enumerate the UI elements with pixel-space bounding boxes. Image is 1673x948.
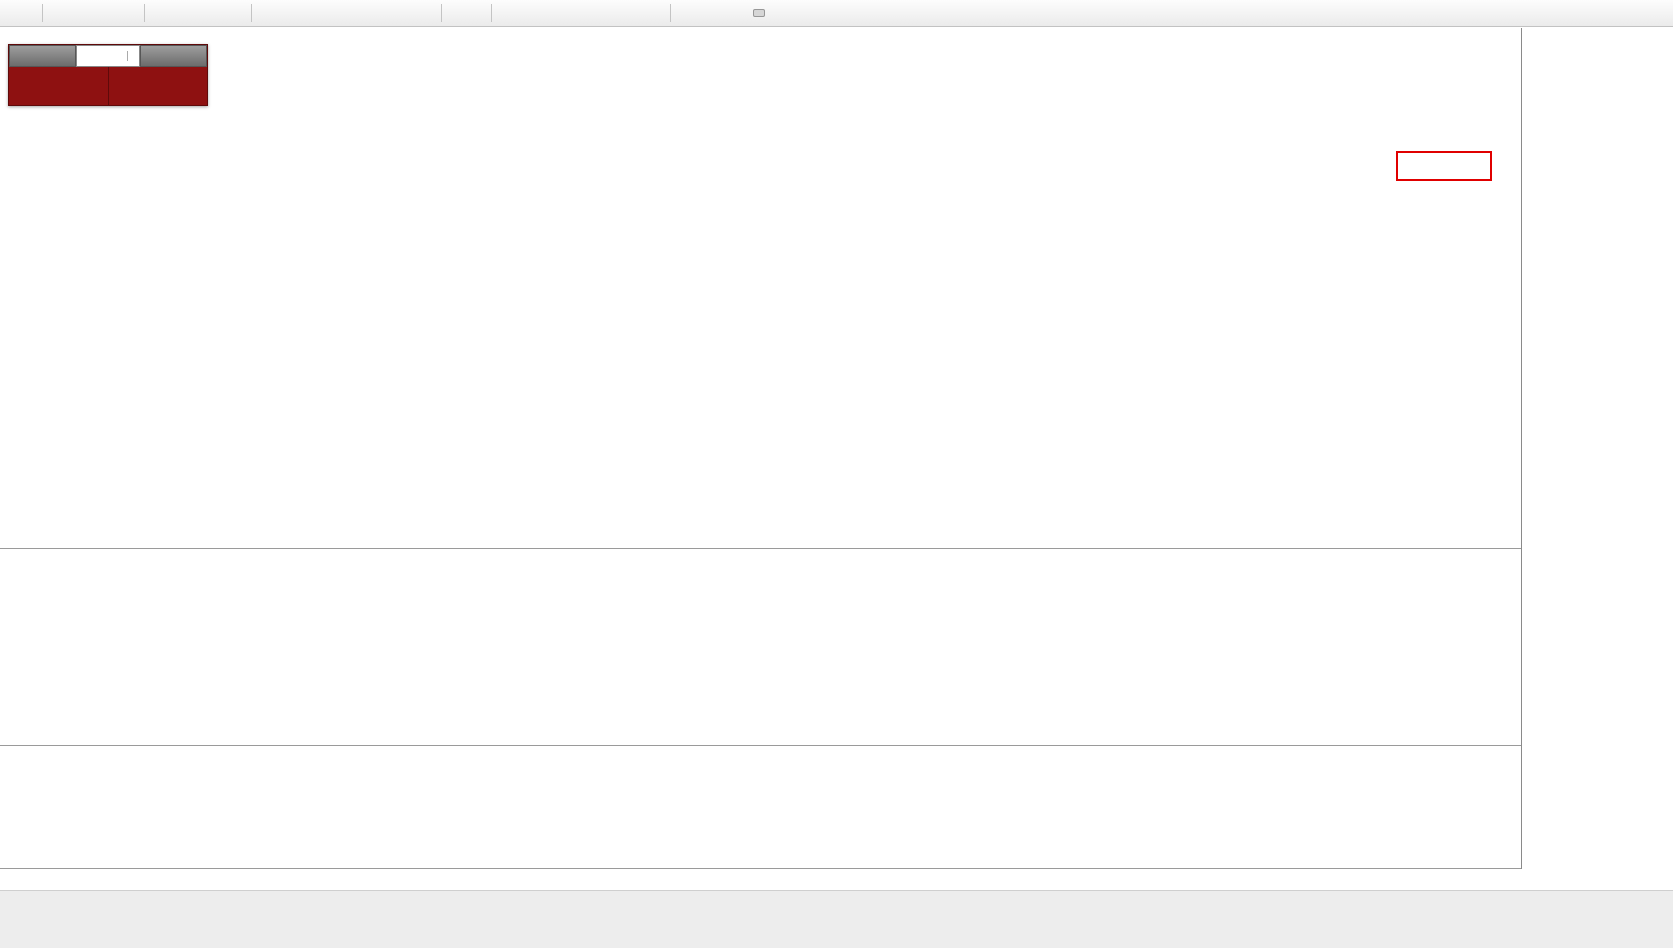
arrow-tool-icon	[636, 4, 654, 22]
panel-separator[interactable]	[0, 745, 1673, 746]
zoom-in-icon[interactable]	[208, 4, 226, 22]
crosshair-tool-icon[interactable]	[467, 4, 485, 22]
rsi-label	[6, 748, 12, 760]
templates-dropdown[interactable]	[402, 2, 435, 24]
panel-separator	[0, 868, 1673, 869]
timeframe-h4[interactable]	[753, 9, 765, 17]
timeframe-d1[interactable]	[768, 9, 780, 17]
template-icon	[407, 4, 425, 22]
status-strip	[0, 890, 1673, 948]
arrows-tool-dropdown[interactable]	[631, 2, 664, 24]
macd-label	[6, 552, 18, 564]
volume-stepper[interactable]	[127, 51, 139, 61]
window-minimize-button[interactable]	[1607, 4, 1627, 22]
toolbar-separator	[670, 4, 671, 22]
timeframe-h1[interactable]	[738, 9, 750, 17]
price-scale[interactable]	[1521, 28, 1673, 869]
price-callout-box[interactable]	[1396, 151, 1492, 181]
community-icon[interactable]	[87, 4, 105, 22]
sell-button[interactable]	[9, 45, 76, 67]
periods-dropdown[interactable]	[368, 2, 401, 24]
toolbar-separator	[491, 4, 492, 22]
window-restore-button[interactable]	[1628, 4, 1648, 22]
window-close-button[interactable]	[1649, 4, 1669, 22]
candlestick-chart-icon[interactable]	[170, 4, 188, 22]
toolbar-separator	[42, 4, 43, 22]
new-order-icon	[9, 4, 27, 22]
fibonacci-tool-icon[interactable]	[574, 4, 592, 22]
tile-windows-icon[interactable]	[258, 4, 276, 22]
panel-separator[interactable]	[0, 548, 1673, 549]
chart-shift-icon[interactable]	[315, 4, 333, 22]
bar-chart-icon[interactable]	[151, 4, 169, 22]
horizontal-line-tool-icon[interactable]	[517, 4, 535, 22]
timeframe-m30[interactable]	[723, 9, 735, 17]
toolbar-separator	[441, 4, 442, 22]
indicators-dropdown[interactable]	[334, 2, 367, 24]
label-tool-icon[interactable]	[612, 4, 630, 22]
line-chart-icon[interactable]	[189, 4, 207, 22]
spin-down-icon[interactable]	[128, 56, 139, 61]
trendline-tool-icon[interactable]	[536, 4, 554, 22]
sell-price[interactable]	[9, 67, 109, 105]
timeframe-m15[interactable]	[708, 9, 720, 17]
channel-tool-icon[interactable]	[555, 4, 573, 22]
time-axis[interactable]	[0, 869, 1673, 890]
cursor-tool-icon[interactable]	[448, 4, 466, 22]
auto-scroll-icon[interactable]	[296, 4, 314, 22]
text-tool-icon[interactable]	[593, 4, 611, 22]
cascade-windows-icon[interactable]	[277, 4, 295, 22]
vertical-line-tool-icon[interactable]	[498, 4, 516, 22]
timeframe-w1[interactable]	[783, 9, 795, 17]
toolbar-separator	[251, 4, 252, 22]
buy-button[interactable]	[140, 45, 207, 67]
timeframe-m1[interactable]	[678, 9, 690, 17]
timeframe-m5[interactable]	[693, 9, 705, 17]
timeframe-mn[interactable]	[798, 9, 810, 17]
volume-input[interactable]	[76, 45, 140, 67]
clock-icon	[373, 4, 391, 22]
buy-price[interactable]	[109, 67, 208, 105]
toolbar-separator	[144, 4, 145, 22]
auto-trading-icon	[111, 4, 129, 22]
one-click-trading-panel	[8, 44, 208, 106]
auto-trading-button[interactable]	[106, 2, 138, 24]
market-watch-icon[interactable]	[49, 4, 67, 22]
navigator-icon[interactable]	[68, 4, 86, 22]
toolbar	[0, 0, 1673, 27]
zoom-out-icon[interactable]	[227, 4, 245, 22]
indicators-icon	[339, 4, 357, 22]
new-order-button[interactable]	[4, 2, 36, 24]
